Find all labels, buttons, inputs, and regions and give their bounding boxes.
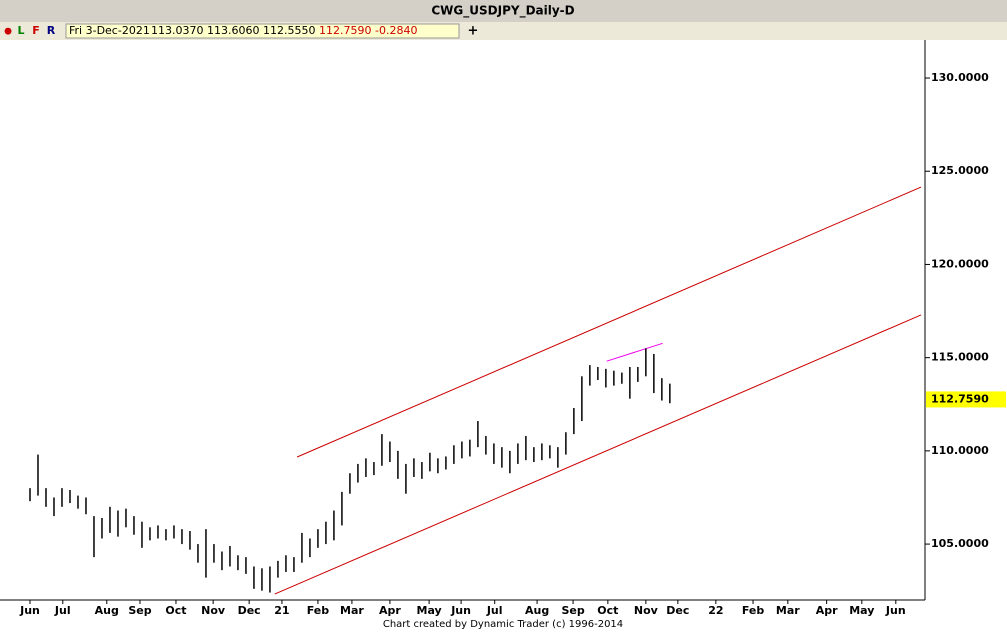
last-price-label: 112.7590 bbox=[931, 392, 989, 405]
x-tick-label: Aug bbox=[95, 604, 119, 617]
x-tick-label: Dec bbox=[666, 604, 689, 617]
x-tick-label: Mar bbox=[776, 604, 800, 617]
toolbar-button[interactable]: L bbox=[17, 24, 24, 37]
y-tick-label: 110.0000 bbox=[931, 444, 989, 457]
trendline bbox=[606, 342, 663, 362]
x-tick-label: Feb bbox=[742, 604, 765, 617]
toolbar-button[interactable]: F bbox=[32, 24, 40, 37]
trendline bbox=[296, 186, 922, 458]
x-tick-label: Apr bbox=[816, 604, 838, 617]
chart-title: CWG_USDJPY_Daily-D bbox=[431, 4, 574, 19]
x-tick-label: Sep bbox=[561, 604, 584, 617]
x-tick-label: Jun bbox=[19, 604, 40, 617]
last-price-box bbox=[926, 391, 1006, 408]
x-tick-label: Oct bbox=[597, 604, 618, 617]
quote-close: 112.7590 bbox=[319, 24, 372, 37]
quote-high: 113.6060 bbox=[207, 24, 260, 37]
x-tick-label: May bbox=[849, 604, 874, 617]
y-tick-label: 130.0000 bbox=[931, 71, 989, 84]
x-tick-label: Mar bbox=[340, 604, 364, 617]
add-button[interactable]: + bbox=[468, 24, 479, 39]
x-tick-label: Oct bbox=[165, 604, 186, 617]
x-tick-label: Apr bbox=[379, 604, 401, 617]
quote-open: 113.0370 bbox=[151, 24, 204, 37]
quote-change: -0.2840 bbox=[375, 24, 417, 37]
quote-low: 112.5550 bbox=[263, 24, 316, 37]
x-tick-label: Sep bbox=[128, 604, 151, 617]
quote-box bbox=[65, 23, 460, 39]
x-tick-label: Jul bbox=[54, 604, 71, 617]
record-dot[interactable]: ● bbox=[4, 27, 12, 37]
y-tick-label: 120.0000 bbox=[931, 257, 989, 270]
trendline bbox=[274, 314, 922, 595]
x-tick-label: May bbox=[417, 604, 442, 617]
x-tick-label: Dec bbox=[238, 604, 261, 617]
x-tick-label: 22 bbox=[708, 604, 723, 617]
y-tick-label: 105.0000 bbox=[931, 537, 989, 550]
x-tick-label: 21 bbox=[274, 604, 289, 617]
x-tick-label: Feb bbox=[307, 604, 330, 617]
y-tick-label: 125.0000 bbox=[931, 164, 989, 177]
quote-date: Fri 3-Dec-2021 bbox=[69, 24, 150, 37]
y-tick-label: 115.0000 bbox=[931, 351, 989, 364]
x-tick-label: Jul bbox=[486, 604, 503, 617]
x-tick-label: Nov bbox=[634, 604, 659, 617]
title-bar bbox=[0, 0, 1007, 22]
x-tick-label: Aug bbox=[525, 604, 549, 617]
x-tick-label: Jun bbox=[450, 604, 471, 617]
toolbar-button[interactable]: R bbox=[47, 24, 56, 37]
x-tick-label: Nov bbox=[201, 604, 226, 617]
x-tick-label: Jun bbox=[885, 604, 906, 617]
footer: Chart created by Dynamic Trader (c) 1996… bbox=[383, 619, 623, 630]
